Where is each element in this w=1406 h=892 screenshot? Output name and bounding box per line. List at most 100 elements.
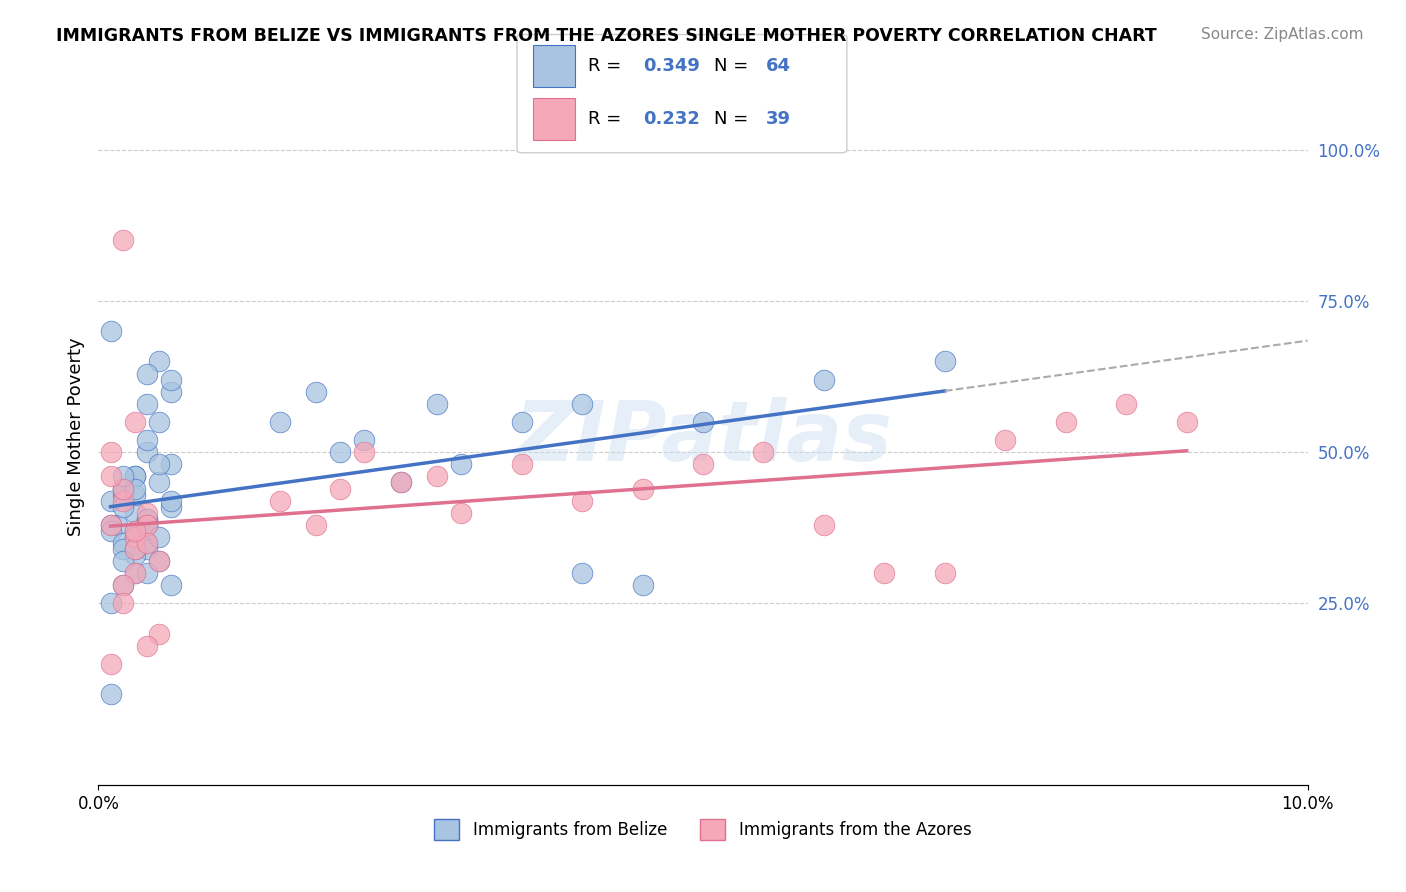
Text: R =: R = (588, 57, 627, 75)
Point (111, 469, 134, 483)
Point (100, 597, 122, 611)
Point (100, 687, 122, 701)
Point (100, 517, 122, 532)
Text: Source: ZipAtlas.com: Source: ZipAtlas.com (1201, 27, 1364, 42)
Point (160, 373, 183, 387)
Text: 0.232: 0.232 (643, 111, 700, 128)
Bar (533, 98, 575, 140)
Point (160, 578, 183, 592)
FancyBboxPatch shape (517, 35, 846, 153)
Point (994, 433, 1017, 447)
Point (353, 445, 375, 459)
Point (450, 458, 472, 472)
Point (329, 482, 352, 496)
Point (135, 639, 157, 653)
Point (813, 517, 835, 532)
Text: ZIPatlas: ZIPatlas (515, 397, 891, 477)
Point (135, 541, 157, 556)
Point (934, 566, 956, 581)
Point (353, 433, 375, 447)
Point (631, 482, 654, 496)
Point (100, 517, 122, 532)
Point (426, 469, 449, 483)
Point (111, 482, 134, 496)
Point (752, 445, 775, 459)
Point (124, 482, 146, 496)
Point (124, 487, 146, 501)
Point (305, 384, 328, 399)
Point (100, 657, 122, 671)
Point (124, 566, 146, 581)
Point (135, 536, 157, 550)
Point (111, 554, 134, 568)
Point (571, 566, 593, 581)
Point (934, 354, 956, 368)
Point (111, 536, 134, 550)
Point (111, 578, 134, 592)
Point (135, 512, 157, 526)
Text: R =: R = (588, 111, 627, 128)
Point (510, 458, 533, 472)
Text: 64: 64 (766, 57, 792, 75)
Point (692, 458, 714, 472)
Point (111, 493, 134, 508)
Point (692, 415, 714, 429)
Point (135, 517, 157, 532)
Point (100, 445, 122, 459)
Point (135, 536, 157, 550)
Point (111, 482, 134, 496)
Point (100, 324, 122, 338)
Point (571, 493, 593, 508)
Point (124, 541, 146, 556)
Point (813, 373, 835, 387)
Point (269, 493, 291, 508)
Point (148, 626, 170, 640)
Point (124, 548, 146, 562)
Point (160, 500, 183, 514)
Point (135, 506, 157, 520)
Point (148, 530, 170, 544)
Point (111, 541, 134, 556)
Text: IMMIGRANTS FROM BELIZE VS IMMIGRANTS FROM THE AZORES SINGLE MOTHER POVERTY CORRE: IMMIGRANTS FROM BELIZE VS IMMIGRANTS FRO… (56, 27, 1157, 45)
Point (571, 397, 593, 411)
Point (160, 384, 183, 399)
Y-axis label: Single Mother Poverty: Single Mother Poverty (66, 338, 84, 536)
Point (124, 530, 146, 544)
Point (1115, 397, 1137, 411)
Point (124, 506, 146, 520)
Point (631, 578, 654, 592)
Point (148, 554, 170, 568)
Point (100, 469, 122, 483)
Point (148, 458, 170, 472)
Legend: Immigrants from Belize, Immigrants from the Azores: Immigrants from Belize, Immigrants from … (427, 813, 979, 847)
Point (100, 524, 122, 538)
Point (269, 415, 291, 429)
Point (160, 458, 183, 472)
Point (124, 530, 146, 544)
Point (305, 517, 328, 532)
Point (1054, 415, 1077, 429)
Point (111, 597, 134, 611)
Point (124, 541, 146, 556)
Bar (533, 45, 575, 87)
Point (160, 493, 183, 508)
Point (426, 397, 449, 411)
Point (148, 554, 170, 568)
Point (111, 234, 134, 248)
Point (111, 482, 134, 496)
Point (148, 415, 170, 429)
Point (135, 367, 157, 381)
Point (124, 524, 146, 538)
Point (873, 566, 896, 581)
Text: 39: 39 (766, 111, 792, 128)
Point (100, 493, 122, 508)
Point (124, 530, 146, 544)
Point (450, 506, 472, 520)
Point (124, 469, 146, 483)
Point (111, 578, 134, 592)
Point (135, 566, 157, 581)
Point (389, 475, 412, 490)
Point (124, 524, 146, 538)
Point (510, 415, 533, 429)
Point (135, 433, 157, 447)
